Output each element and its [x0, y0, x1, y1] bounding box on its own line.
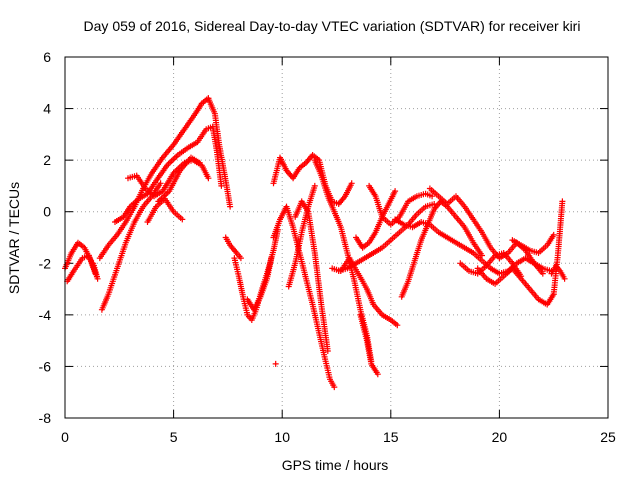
y-tick-label: -4 — [39, 307, 52, 323]
data-point — [237, 255, 244, 262]
plot-frame — [64, 56, 609, 419]
series-arc22 — [353, 188, 399, 251]
chart-title: Day 059 of 2016, Sidereal Day-to-day VTE… — [84, 18, 581, 34]
y-axis-label: SDTVAR / TECUs — [6, 182, 22, 294]
y-tick-label: 4 — [43, 101, 51, 117]
series-arc04 — [96, 95, 212, 262]
series-arc10 — [222, 234, 244, 262]
x-axis-label: GPS time / hours — [282, 457, 389, 473]
series-arc30 — [550, 198, 566, 298]
data-point — [374, 371, 381, 378]
data-points — [62, 95, 568, 391]
series-arc26 — [426, 185, 546, 277]
y-tick-label: -8 — [39, 410, 52, 426]
data-point — [272, 360, 279, 367]
x-tick-label: 5 — [170, 429, 178, 445]
data-point — [92, 270, 99, 277]
y-tick-label: -2 — [39, 255, 52, 271]
series-arc28 — [457, 250, 525, 280]
data-point — [311, 182, 318, 189]
series-arc17 — [292, 198, 331, 354]
data-point — [331, 384, 338, 391]
data-point — [550, 231, 557, 238]
data-point — [205, 175, 212, 182]
series-arc08 — [155, 154, 203, 205]
y-tick-label: -6 — [39, 358, 52, 374]
series-arc13 — [272, 360, 279, 367]
x-tick-label: 20 — [492, 429, 508, 445]
data-point — [227, 203, 234, 210]
series-arc03 — [98, 180, 164, 313]
data-point — [157, 180, 164, 187]
x-tick-label: 25 — [600, 429, 616, 445]
data-point — [196, 159, 203, 166]
data-point — [518, 273, 525, 280]
data-point — [348, 180, 355, 187]
tick-labels: 0 5 10 15 20 25 -8 -6 -4 -2 0 2 4 6 — [39, 49, 616, 445]
data-point — [479, 252, 485, 259]
data-point — [324, 348, 331, 354]
data-point — [559, 198, 566, 205]
grid-lines — [65, 57, 608, 418]
y-tick-label: 6 — [43, 49, 51, 65]
series-arc05 — [205, 95, 234, 210]
series-arc12 — [244, 255, 275, 313]
series-arc02 — [64, 252, 99, 285]
x-tick-label: 0 — [61, 429, 69, 445]
series-arc19 — [329, 255, 401, 329]
data-point — [561, 275, 568, 282]
data-point — [218, 182, 225, 189]
y-tick-label: 0 — [43, 204, 51, 220]
data-point — [429, 193, 436, 200]
data-point — [268, 255, 275, 262]
x-tick-label: 15 — [383, 429, 399, 445]
series-arc31 — [548, 262, 568, 282]
data-point — [539, 270, 546, 277]
axis-ticks — [64, 56, 609, 419]
series-arc29 — [509, 231, 557, 256]
y-tick-label: 2 — [43, 152, 51, 168]
series-arc16 — [270, 203, 338, 391]
series-arc23 — [357, 311, 381, 378]
data-point — [179, 216, 186, 223]
data-point — [392, 188, 399, 195]
series-arc25 — [398, 198, 485, 300]
x-tick-label: 10 — [274, 429, 290, 445]
series-arc09 — [144, 195, 186, 225]
series-arc06 — [112, 123, 225, 225]
data-point — [394, 322, 401, 329]
